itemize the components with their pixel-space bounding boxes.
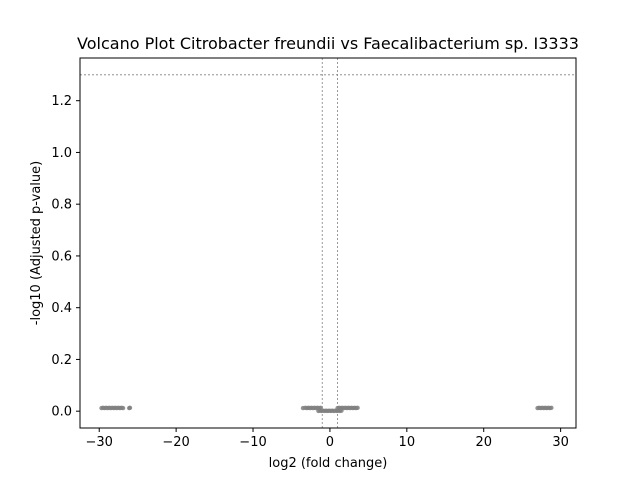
x-tick-label: 20 (475, 435, 492, 450)
y-tick-label: 1.0 (51, 146, 72, 161)
x-tick-label: 10 (399, 435, 416, 450)
y-tick-label: 1.2 (51, 94, 72, 109)
y-tick-label: 0.4 (51, 301, 72, 316)
x-tick-label: −20 (162, 435, 189, 450)
x-tick-label: 0 (326, 435, 334, 450)
data-point (355, 405, 360, 411)
data-points (99, 405, 554, 414)
x-axis-label: log2 (fold change) (269, 456, 388, 471)
x-tick-label: 30 (552, 435, 569, 450)
y-tick-label: 0.8 (51, 198, 72, 213)
y-tick-label: 0.2 (51, 353, 72, 368)
y-axis-label: -log10 (Adjusted p-value) (29, 161, 44, 325)
y-tick-label: 0.6 (51, 249, 72, 264)
plot-frame (79, 57, 577, 429)
x-tick-label: −10 (239, 435, 266, 450)
data-point (127, 405, 133, 411)
x-axis-ticks: −30 −20 −10 0 10 20 30 (86, 428, 569, 450)
threshold-lines (80, 58, 576, 428)
y-axis-ticks: 0.0 0.2 0.4 0.6 0.8 1.0 1.2 (51, 94, 80, 420)
data-point (120, 405, 126, 411)
y-tick-label: 0.0 (51, 405, 72, 420)
data-point (549, 405, 554, 411)
x-tick-label: −30 (86, 435, 113, 450)
chart-title: Volcano Plot Citrobacter freundii vs Fae… (77, 34, 579, 53)
